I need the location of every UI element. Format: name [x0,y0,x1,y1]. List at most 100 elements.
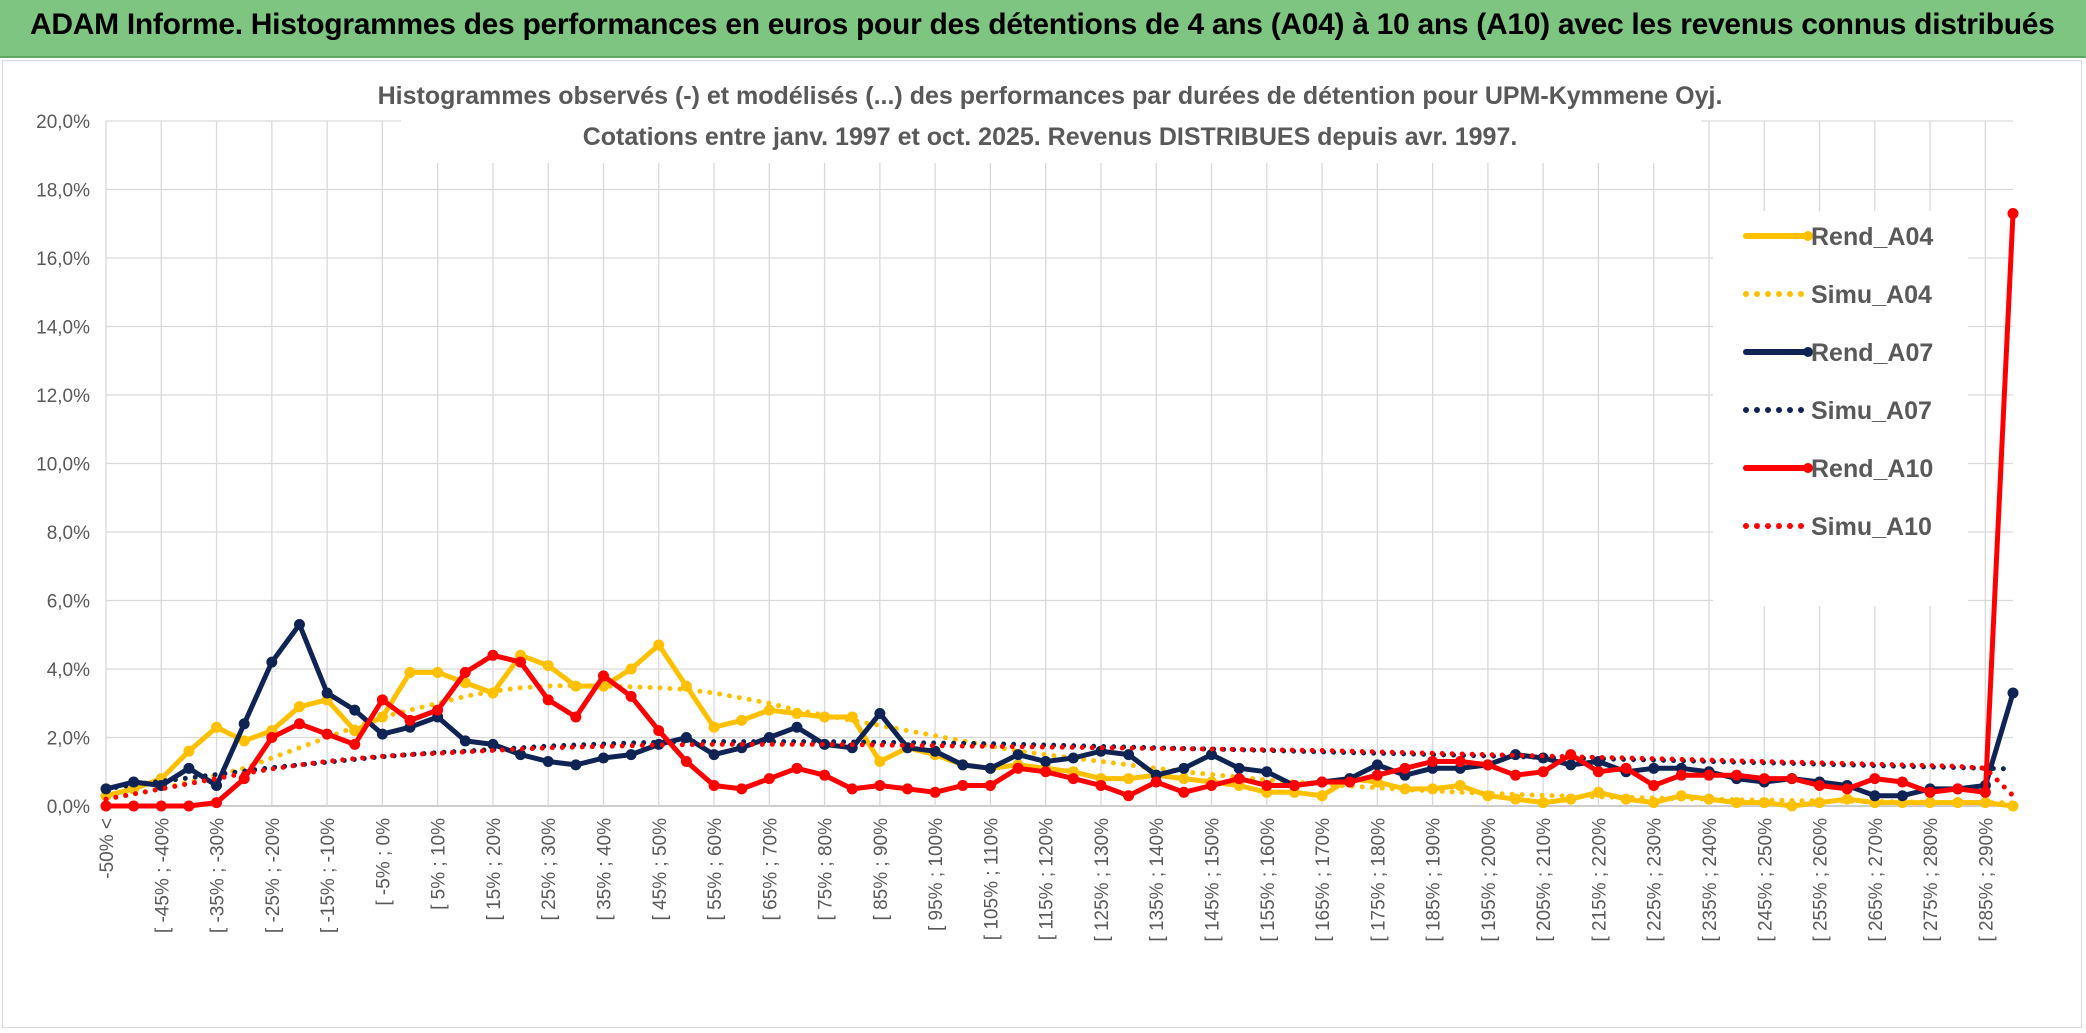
x-tick-label: [ 115% ; 120% [1037,818,1058,940]
x-tick-label: [ -25% ; -20% [263,818,284,933]
data-point-rend-a10 [625,690,637,702]
data-point-rend-a10 [680,755,692,767]
data-point-rend-a10 [515,656,527,668]
data-point-rend-a10 [1206,779,1218,791]
data-point-rend-a10 [1371,769,1383,781]
x-tick-label: [ 175% ; 180% [1368,818,1389,942]
data-point-rend-a10 [736,783,748,795]
x-tick-label: -50% < [97,818,118,879]
x-tick-label: [ 155% ; 160% [1258,818,1279,942]
data-point-rend-a07 [183,762,195,774]
data-point-rend-a10 [1067,773,1079,785]
data-point-rend-a07 [597,752,609,764]
data-point-rend-a07 [321,687,333,699]
legend-item-rend-a04[interactable]: Rend_A04 [1743,223,1933,251]
legend-item-simu-a07[interactable]: Simu_A07 [1743,397,1932,425]
data-point-rend-a10 [1841,783,1853,795]
data-point-rend-a07 [293,618,305,630]
data-point-rend-a10 [1482,759,1494,771]
legend-item-simu-a04[interactable]: Simu_A04 [1743,281,1932,309]
series [100,207,2019,812]
legend-item-simu-a10[interactable]: Simu_A10 [1743,513,1932,541]
x-tick-label: [ 45% ; 50% [650,818,671,921]
data-point-rend-a04 [183,745,195,757]
data-point-rend-a04 [211,721,223,733]
x-tick-label: [ 75% ; 80% [816,818,837,921]
data-point-rend-a10 [2007,207,2019,219]
data-point-rend-a10 [128,800,140,812]
banner-title: ADAM Informe. Histogrammes des performan… [30,8,2055,41]
y-axis-ticks: 0,0% 2,0% 4,0% 6,0% 8,0% 10,0% 12,0% 14,0% 16,0%… [36,112,90,818]
data-point-rend-a10 [487,649,499,661]
legend-item-rend-a07[interactable]: Rend_A07 [1743,339,1933,367]
y-tick-label: 6,0% [47,592,90,613]
data-point-rend-a07 [874,708,886,720]
data-point-rend-a04 [736,714,748,726]
data-point-rend-a10 [293,718,305,730]
data-point-rend-a04 [763,704,775,716]
x-tick-label: [ 15% ; 20% [484,818,505,921]
data-point-rend-a10 [1427,755,1439,767]
data-point-rend-a10 [100,800,112,812]
legend-marker [1803,231,1813,241]
y-tick-label: 20,0% [36,112,90,133]
data-point-rend-a10 [1675,769,1687,781]
x-tick-label: [ 85% ; 90% [871,818,892,921]
data-point-rend-a10 [708,779,720,791]
y-tick-label: 18,0% [36,181,90,202]
x-tick-label: [ 95% ; 100% [926,818,947,931]
x-tick-label: [ 285% ; 290% [1976,818,1997,942]
data-point-rend-a10 [1952,783,1964,795]
x-tick-label: [ 215% ; 220% [1589,818,1610,942]
data-point-rend-a10 [459,666,471,678]
data-point-rend-a07 [570,759,582,771]
x-tick-label: [ -35% ; -30% [208,818,229,933]
data-point-rend-a10 [1344,776,1356,788]
x-tick-label: [ 125% ; 130% [1092,818,1113,942]
data-point-rend-a10 [957,779,969,791]
legend-item-rend-a10[interactable]: Rend_A10 [1743,455,1933,483]
data-point-rend-a04 [1178,773,1190,785]
line-chart: 0,0% 2,0% 4,0% 6,0% 8,0% 10,0% 12,0% 14,0% 16,0%… [36,63,2019,942]
data-point-rend-a07 [211,779,223,791]
chart-frame: 0,0% 2,0% 4,0% 6,0% 8,0% 10,0% 12,0% 14,0% 16,0%… [2,60,2082,1028]
banner: ADAM Informe. Histogrammes des performan… [0,0,2086,58]
x-tick-label: [ -5% ; 0% [373,818,394,906]
data-point-rend-a10 [984,779,996,791]
x-tick-label: [ 195% ; 200% [1479,818,1500,942]
data-point-rend-a10 [432,704,444,716]
x-tick-label: [ 275% ; 280% [1921,818,1942,942]
data-point-rend-a04 [432,666,444,678]
data-point-rend-a10 [1648,779,1660,791]
x-tick-label: [ 5% ; 10% [429,818,450,910]
data-point-rend-a07 [238,718,250,730]
series-line-simu-a10 [103,741,2016,802]
y-tick-label: 16,0% [36,249,90,270]
data-point-rend-a10 [1233,773,1245,785]
data-point-rend-a04 [653,639,665,651]
series-line-rend-a04 [103,642,2016,809]
data-point-rend-a07 [1067,752,1079,764]
data-point-rend-a07 [984,762,996,774]
x-tick-label: [ 235% ; 240% [1700,818,1721,942]
data-point-rend-a10 [266,732,278,743]
data-point-rend-a10 [1592,766,1604,778]
x-tick-label: [ 55% ; 60% [705,818,726,921]
data-point-rend-a04 [1123,773,1135,785]
x-tick-label: [ 145% ; 150% [1203,818,1224,942]
data-point-rend-a04 [1316,790,1328,802]
legend-label: Simu_A04 [1811,281,1932,309]
series-simu-a10 [103,741,2016,802]
data-point-rend-a10 [183,800,195,812]
x-tick-label: [ 105% ; 110% [981,818,1002,940]
legend[interactable]: Rend_A04 Simu_A04 Rend_A07 Simu_A07 Rend_A10… [1713,211,1968,606]
series-rend-a10 [100,207,2019,812]
x-tick-label: [ 165% ; 170% [1313,818,1334,942]
data-point-rend-a10 [1123,790,1135,802]
data-point-rend-a10 [1178,786,1190,798]
data-point-rend-a10 [1012,762,1024,774]
data-point-rend-a10 [1399,762,1411,774]
data-point-rend-a10 [321,728,333,740]
y-tick-label: 2,0% [47,729,90,750]
data-point-rend-a10 [1316,776,1328,788]
